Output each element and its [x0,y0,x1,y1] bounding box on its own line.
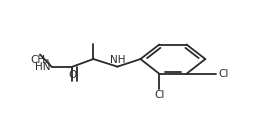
Text: O: O [68,70,77,80]
Text: NH: NH [110,55,125,65]
Text: HN: HN [35,62,50,72]
Text: CH₃: CH₃ [31,55,50,65]
Text: Cl: Cl [154,90,164,100]
Text: Cl: Cl [218,69,228,79]
